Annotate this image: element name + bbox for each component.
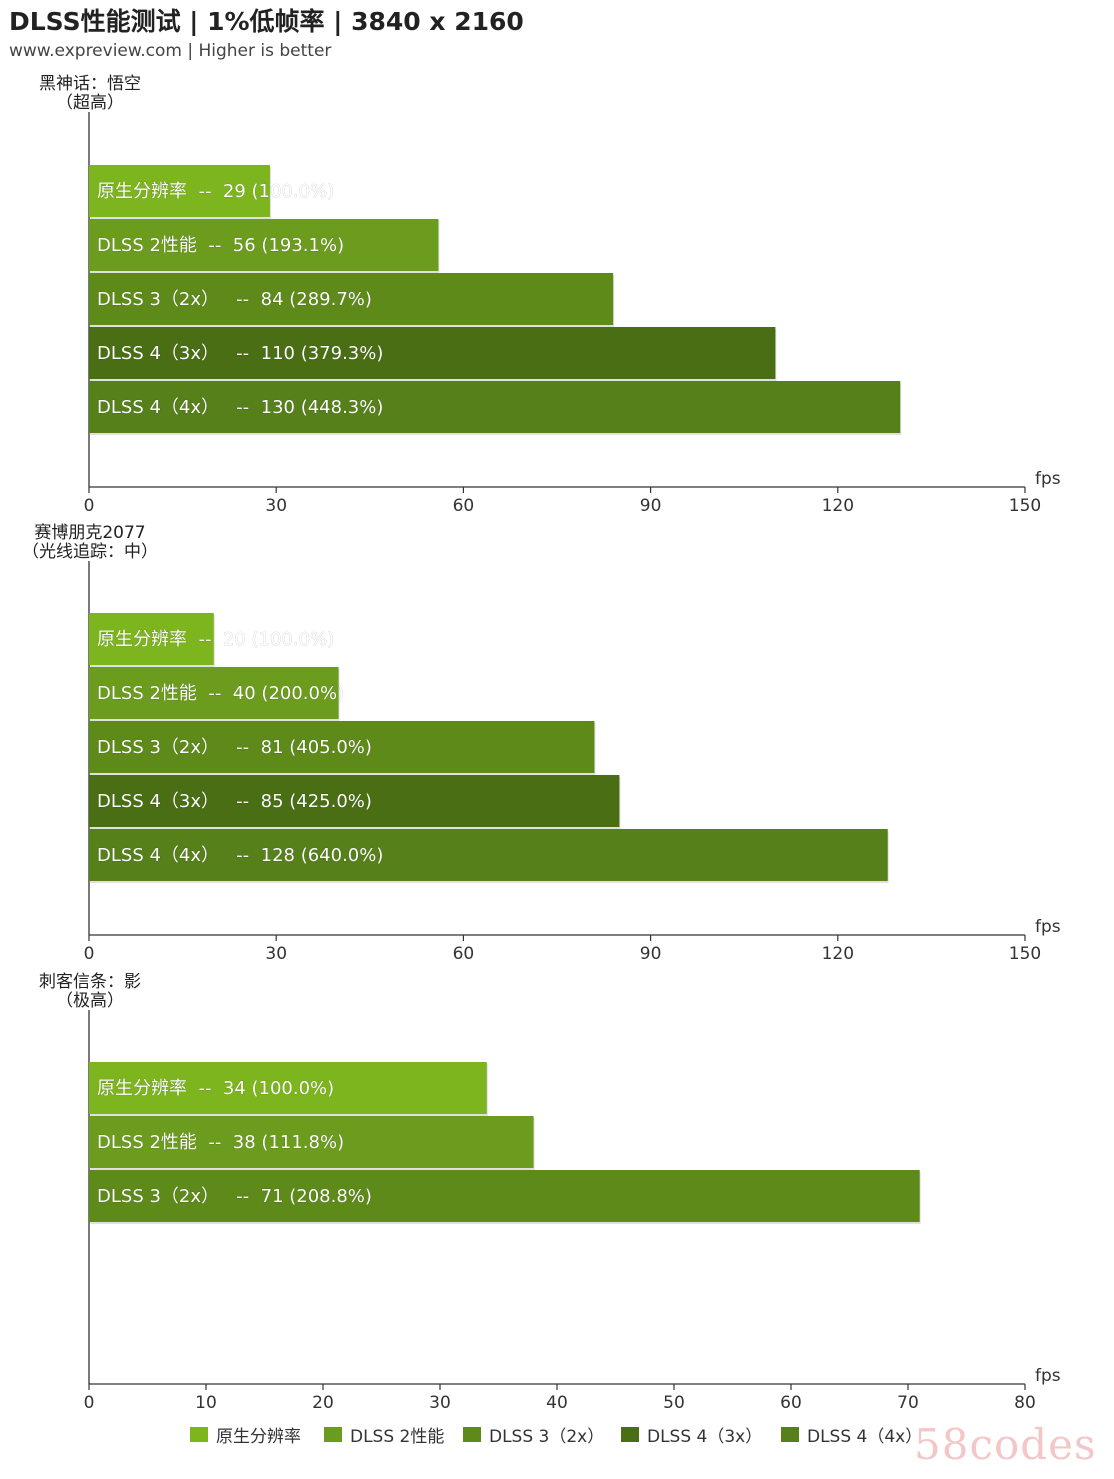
chart-title: DLSS性能测试 | 1%低帧率 | 3840 x 2160: [9, 7, 524, 36]
x-unit-label: fps: [1035, 917, 1061, 937]
bar-label: DLSS 3（2x） -- 84 (289.7%): [97, 289, 372, 310]
bar-label: 原生分辨率 -- 20 (100.0%): [97, 629, 334, 650]
legend-item: 原生分辨率: [190, 1422, 301, 1447]
bar: [89, 165, 270, 217]
legend-swatch: [621, 1427, 639, 1442]
legend-swatch: [781, 1427, 799, 1442]
x-tick-label: 90: [640, 496, 662, 516]
legend-item: DLSS 3（2x）: [463, 1422, 604, 1447]
bar: [89, 1116, 534, 1168]
bar: [89, 1062, 487, 1114]
legend-label: DLSS 2性能: [350, 1427, 445, 1447]
bar: [89, 273, 614, 325]
x-tick-label: 150: [1009, 944, 1041, 964]
watermark: 58codes: [914, 1420, 1097, 1469]
x-tick-label: 150: [1009, 496, 1041, 516]
legend-item: DLSS 4（3x）: [621, 1422, 762, 1447]
bar-label: DLSS 4（3x） -- 85 (425.0%): [97, 791, 372, 812]
bar: [89, 775, 620, 827]
legend: 原生分辨率 DLSS 2性能 DLSS 3（2x） DLSS 4（3x） DLSS 4（…: [0, 1422, 1114, 1450]
x-tick-label: 10: [195, 1393, 217, 1413]
panel-subtitle: （光线追踪：中）: [22, 542, 158, 562]
x-tick-label: 80: [1014, 1393, 1036, 1413]
x-tick-label: 120: [822, 944, 854, 964]
bar: [89, 829, 888, 881]
bar-label: DLSS 4（4x） -- 128 (640.0%): [97, 845, 383, 866]
x-tick-label: 120: [822, 496, 854, 516]
bar-label: DLSS 3（2x） -- 71 (208.8%): [97, 1186, 372, 1207]
legend-item: DLSS 4（4x）: [781, 1422, 922, 1447]
x-unit-label: fps: [1035, 1366, 1061, 1386]
panel-subtitle: （极高）: [56, 991, 124, 1011]
panel-subtitle: （超高）: [56, 93, 124, 113]
x-tick-label: 40: [546, 1393, 568, 1413]
chart-subtitle: www.expreview.com | Higher is better: [9, 41, 332, 61]
bar-label: DLSS 3（2x） -- 81 (405.0%): [97, 737, 372, 758]
bar: [89, 327, 776, 379]
x-tick-label: 0: [84, 944, 95, 964]
x-tick-label: 60: [780, 1393, 802, 1413]
legend-label: DLSS 3（2x）: [489, 1427, 605, 1447]
x-tick-label: 30: [265, 496, 287, 516]
bar: [89, 381, 901, 433]
x-tick-label: 70: [897, 1393, 919, 1413]
bar-label: DLSS 2性能 -- 38 (111.8%): [97, 1132, 344, 1153]
x-tick-label: 60: [453, 496, 475, 516]
legend-swatch: [190, 1427, 208, 1442]
bar: [89, 721, 595, 773]
x-tick-label: 60: [453, 944, 475, 964]
panel-title: 黑神话：悟空: [39, 74, 141, 94]
x-tick-label: 90: [640, 944, 662, 964]
x-tick-label: 30: [429, 1393, 451, 1413]
bar: [89, 219, 439, 271]
legend-label: DLSS 4（4x）: [807, 1427, 923, 1447]
legend-label: 原生分辨率: [216, 1427, 301, 1447]
x-tick-label: 50: [663, 1393, 685, 1413]
legend-swatch: [463, 1427, 481, 1442]
panel-title: 刺客信条：影: [39, 972, 141, 992]
x-unit-label: fps: [1035, 469, 1061, 489]
bar: [89, 667, 339, 719]
panel-title: 赛博朋克2077: [34, 522, 145, 543]
bar-label: 原生分辨率 -- 34 (100.0%): [97, 1078, 334, 1099]
bar-label: 原生分辨率 -- 29 (100.0%): [97, 181, 334, 202]
x-tick-label: 0: [84, 496, 95, 516]
legend-label: DLSS 4（3x）: [647, 1427, 763, 1447]
bar-label: DLSS 4（3x） -- 110 (379.3%): [97, 343, 383, 364]
bar-label: DLSS 2性能 -- 56 (193.1%): [97, 235, 344, 256]
x-tick-label: 0: [84, 1393, 95, 1413]
bar-label: DLSS 2性能 -- 40 (200.0%): [97, 683, 344, 704]
legend-item: DLSS 2性能: [324, 1422, 444, 1447]
x-tick-label: 30: [265, 944, 287, 964]
legend-swatch: [324, 1427, 342, 1442]
bar-label: DLSS 4（4x） -- 130 (448.3%): [97, 397, 383, 418]
bar: [89, 613, 214, 665]
x-tick-label: 20: [312, 1393, 334, 1413]
bar: [89, 1170, 920, 1222]
